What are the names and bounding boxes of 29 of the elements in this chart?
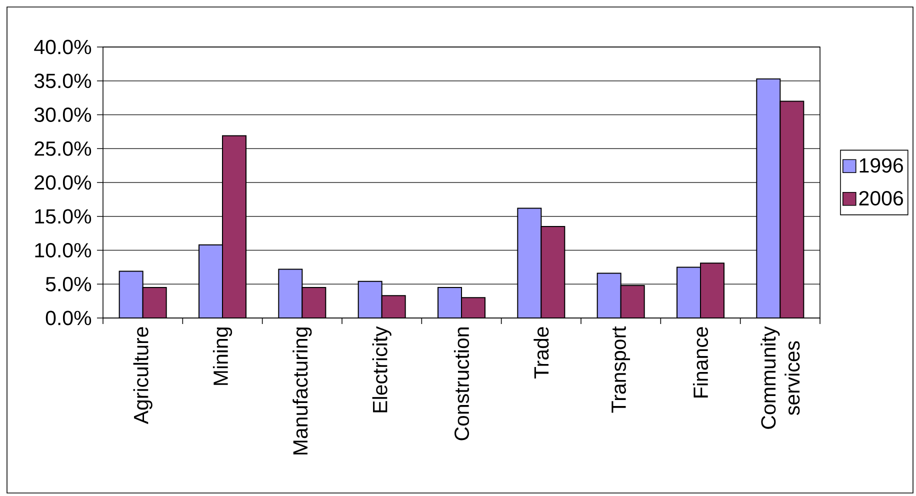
bar <box>540 226 566 318</box>
x-tick-label: Trade <box>534 327 549 379</box>
legend-label: 1996 <box>860 158 903 173</box>
x-tick-label: Construction <box>454 328 470 440</box>
x-tick-label: Electricity <box>372 326 392 412</box>
x-tick-label: Finance <box>692 327 708 398</box>
bar <box>461 297 486 318</box>
bar <box>780 100 804 318</box>
legend-label: 2006 <box>859 190 903 206</box>
y-tick-label: 30.0% <box>34 107 92 122</box>
x-tick-label: Agriculture <box>133 327 152 424</box>
y-tick-label: 35.0% <box>34 74 92 88</box>
x-tick-label: Community services <box>760 326 800 429</box>
bar <box>302 287 326 318</box>
bar <box>700 262 725 318</box>
y-tick-label: 5.0% <box>46 276 92 292</box>
x-tick-label: Transport <box>612 326 630 413</box>
x-tick-label: Manufacturing <box>292 328 312 454</box>
y-tick-label: 15.0% <box>35 209 92 224</box>
x-tick-label: Mining <box>212 328 232 385</box>
bar <box>142 287 167 318</box>
y-tick-label: 10.0% <box>35 242 92 258</box>
bar <box>222 135 246 318</box>
bar <box>381 295 406 318</box>
bar <box>620 284 645 318</box>
y-tick-label: 25.0% <box>34 141 92 156</box>
y-tick-label: 0.0% <box>46 310 92 326</box>
y-tick-label: 40.0% <box>34 40 92 54</box>
y-tick-label: 20.0% <box>34 175 92 190</box>
